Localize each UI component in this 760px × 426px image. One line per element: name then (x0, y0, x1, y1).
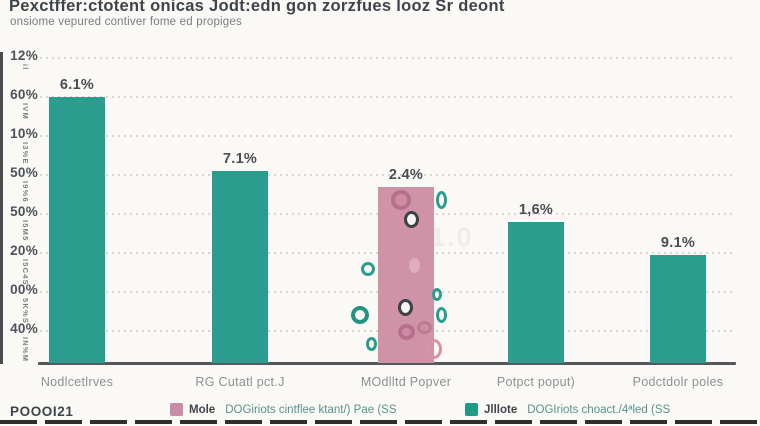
chart-subtitle: onsiome vepured contiver fome ed propige… (10, 16, 242, 28)
chart-title: Pexctffer:ctotent onicas Jodt:edn gon zo… (9, 0, 505, 15)
decorative-circle (391, 190, 411, 210)
y-axis-tick-subtext: il (21, 64, 30, 71)
x-axis-category-label: Nodlcetlrves (40, 375, 114, 389)
decorative-circle (417, 321, 432, 334)
y-axis-tick-label: 20% (10, 243, 38, 258)
y-axis-tick-label: 40% (10, 321, 38, 336)
x-axis-category-label: MOdlltd Popver (360, 375, 452, 389)
legend-label-text: DOGiriots cintflee ktant/) Pae (SS (225, 403, 397, 416)
decorative-circle (426, 339, 442, 359)
gridline (40, 135, 735, 137)
y-axis-tick-subtext: IVM (21, 103, 30, 120)
y-axis-tick-subtext: I5M5 (21, 220, 30, 242)
decorative-circle (436, 191, 447, 209)
gridline (40, 96, 735, 98)
y-axis-tick-label: 00% (10, 282, 38, 297)
y-axis-tick-label: 10% (10, 126, 38, 141)
bottom-border (0, 420, 760, 424)
legend-label-text: DOGIriots choact./4ªled (SS (527, 403, 671, 416)
bar-value-label: 9.1% (660, 235, 696, 251)
x-axis-category-label: Podctdolr poles (632, 375, 724, 389)
x-axis-category-label: RG Cutatl pct.J (195, 375, 285, 389)
bar (49, 97, 105, 363)
legend-swatch-icon (465, 403, 478, 416)
y-axis-tick-subtext: IN%M (21, 337, 30, 363)
y-axis-tick-label: 50% (10, 204, 38, 219)
gridline (40, 57, 735, 59)
legend-item: Jlllote DOGIriots choact./4ªled (SS (465, 403, 670, 416)
decorative-circle (366, 337, 377, 351)
bar (212, 171, 268, 363)
decorative-circle (409, 258, 420, 273)
gridline (40, 174, 735, 176)
bar-value-label: 7.1% (222, 151, 258, 167)
bar-value-label: 2.4% (388, 167, 424, 183)
legend-swatch-icon (170, 403, 183, 416)
y-axis-tick-subtext: I9%6 (21, 181, 30, 203)
legend-label-bold: Mole (189, 403, 216, 416)
x-axis-line (38, 362, 736, 365)
x-axis-category-label: Potpct poput) (496, 375, 576, 389)
watermark-ghost-text: 1.0 (430, 222, 474, 252)
legend-item: Mole DOGiriots cintflee ktant/) Pae (SS (170, 403, 397, 416)
legend-label-bold: Jlllote (484, 403, 518, 416)
decorative-circle (398, 299, 413, 316)
decorative-circle (351, 306, 369, 324)
y-axis-tick-subtext: I3%E (21, 142, 30, 165)
bar (650, 255, 706, 363)
bar-value-label: 6.1% (59, 77, 95, 93)
decorative-circle (361, 262, 375, 276)
y-axis-tick-label: 12% (10, 48, 38, 63)
bar-value-label: 1,6% (518, 202, 554, 218)
decorative-circle (404, 211, 419, 228)
decorative-circle (436, 307, 447, 323)
decorative-circle (432, 288, 442, 301)
decorative-circle (398, 324, 415, 340)
bar (508, 222, 564, 363)
y-axis-tick-label: 60% (10, 87, 38, 102)
y-axis-tick-label: 50% (10, 165, 38, 180)
source-label: POOOI21 (10, 404, 74, 419)
y-axis-line (0, 52, 3, 364)
